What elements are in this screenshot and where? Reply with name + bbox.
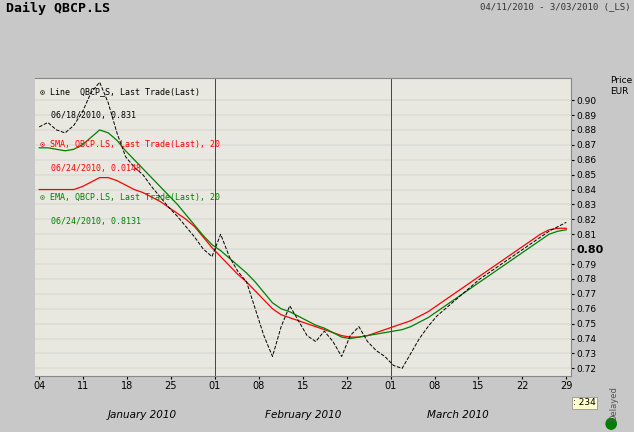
Text: March 2010: March 2010 <box>427 410 489 420</box>
Text: 06/24/2010, 0.0148: 06/24/2010, 0.0148 <box>51 164 141 173</box>
Text: January 2010: January 2010 <box>107 410 177 420</box>
Text: February 2010: February 2010 <box>264 410 341 420</box>
Text: Delayed: Delayed <box>609 386 618 421</box>
Text: ⊙ Line  QBCP_S, Last Trade(Last): ⊙ Line QBCP_S, Last Trade(Last) <box>40 87 200 96</box>
Text: : 234: : 234 <box>573 398 596 407</box>
Text: ⊙ SMA, QBCP.LS, Last Trade(Last), 20: ⊙ SMA, QBCP.LS, Last Trade(Last), 20 <box>40 140 220 149</box>
Text: 06/24/2010, 0.8131: 06/24/2010, 0.8131 <box>51 217 141 226</box>
Text: 04/11/2010 - 3/03/2010 (_LS): 04/11/2010 - 3/03/2010 (_LS) <box>481 2 631 11</box>
Text: Daily QBCP.LS: Daily QBCP.LS <box>6 2 110 15</box>
Circle shape <box>606 418 616 429</box>
Text: ⊙ EMA, QBCP.LS, Last Trade(Last), 20: ⊙ EMA, QBCP.LS, Last Trade(Last), 20 <box>40 193 220 202</box>
Text: Price
EUR: Price EUR <box>610 76 632 96</box>
Text: 06/18/2010, 0.831: 06/18/2010, 0.831 <box>51 111 136 120</box>
